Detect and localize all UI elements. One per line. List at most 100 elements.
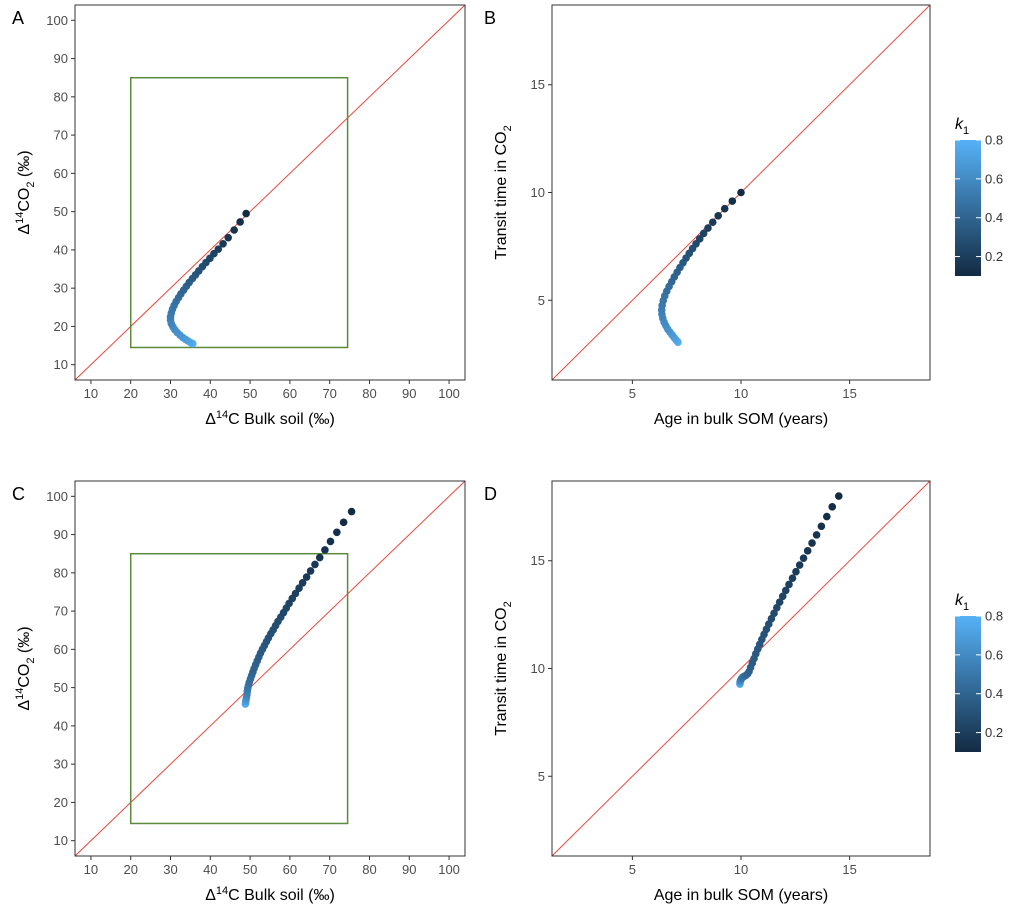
x-axis-title-post: C Bulk soil (‰) (228, 887, 335, 904)
legend-title-sub: 1 (963, 125, 969, 137)
data-point (737, 188, 745, 197)
x-tick-label: 10 (84, 862, 98, 877)
panel-b: B 5 10 15 5 10 15 Age in bulk SOM (years) Transi… (484, 4, 931, 428)
data-point (295, 584, 303, 592)
data-point (695, 235, 704, 243)
colorbar-label: 0.6 (985, 647, 1003, 662)
y-axis-title-sub: 2 (25, 182, 37, 188)
data-point (298, 578, 307, 587)
x-tick-label: 90 (402, 386, 416, 401)
panel-label: D (484, 484, 497, 504)
x-tick-label: 70 (322, 386, 336, 401)
y-tick-label: 20 (54, 795, 68, 810)
y-tick-label: 50 (54, 680, 68, 695)
y-axis-title-sup: 14 (14, 212, 26, 224)
y-axis-title-post: (‰) (16, 626, 33, 657)
data-point (828, 503, 837, 511)
plot-clip (552, 5, 930, 380)
legend-bottom: k1 0.8 0.6 0.4 0.2 (955, 592, 1003, 752)
data-point (728, 197, 737, 205)
y-axis-title-mid: CO (16, 664, 33, 688)
data-point (795, 561, 804, 569)
y-axis-title: Transit time in CO2 (493, 125, 514, 259)
data-point (817, 522, 826, 531)
y-tick-label: 60 (54, 642, 68, 657)
legend-title-k: k (955, 116, 964, 133)
panel-label: A (12, 8, 24, 28)
y-tick-label: 90 (54, 527, 68, 542)
x-tick-label: 40 (203, 386, 217, 401)
y-axis-title: Δ14CO2 (‰) (14, 626, 37, 710)
x-tick-label: 15 (842, 386, 856, 401)
x-tick-label: 30 (163, 862, 177, 877)
reference-box (129, 552, 349, 825)
data-point (773, 603, 781, 612)
x-tick-label: 20 (123, 386, 137, 401)
x-axis-title-pre: Δ (205, 887, 216, 904)
y-axis-title-post: (‰) (16, 150, 33, 181)
y-axis-title-sup: 14 (14, 688, 26, 700)
legend-title: k1 (955, 116, 969, 137)
legend-title-k: k (955, 592, 964, 609)
y-tick-label: 60 (54, 166, 68, 181)
y-tick-label: 80 (54, 565, 68, 580)
colorbar-label: 0.8 (985, 609, 1003, 624)
data-point (219, 239, 227, 248)
x-tick-label: 60 (283, 386, 297, 401)
y-axis-title-mid: CO (16, 188, 33, 212)
x-tick-label: 10 (734, 862, 748, 877)
x-tick-label: 30 (163, 386, 177, 401)
data-point (214, 245, 223, 253)
x-tick-label: 15 (842, 862, 856, 877)
plot-frame (74, 4, 466, 381)
y-axis-title-sub: 2 (25, 658, 37, 664)
data-point (823, 512, 831, 521)
x-tick-label: 5 (629, 862, 636, 877)
y-tick-label: 50 (54, 204, 68, 219)
x-axis-title-pre: Age in bulk SOM (years) (654, 887, 828, 904)
x-tick-label: 10 (734, 386, 748, 401)
data-point (306, 567, 315, 575)
y-tick-label: 5 (538, 769, 545, 784)
colorbar-label: 0.4 (985, 210, 1003, 225)
y-tick-label: 30 (54, 757, 68, 772)
data-point (704, 224, 712, 232)
data-point (708, 218, 717, 227)
y-tick-label: 30 (54, 281, 68, 296)
y-tick-label: 10 (54, 357, 68, 372)
y-tick-label: 15 (531, 553, 545, 568)
identity-line (552, 481, 930, 856)
data-point (792, 567, 800, 576)
y-tick-label: 90 (54, 51, 68, 66)
colorbar (955, 616, 981, 752)
y-axis-title-pre: Transit time in CO (493, 607, 510, 735)
data-point (224, 233, 233, 242)
y-tick-label: 80 (54, 89, 68, 104)
plot-clip (552, 481, 930, 856)
colorbar-label: 0.6 (985, 171, 1003, 186)
x-tick-label: 20 (123, 862, 137, 877)
identity-line (75, 5, 465, 380)
y-axis-title-sub: 2 (502, 601, 514, 607)
y-axis-title-sub: 2 (502, 125, 514, 131)
plot-frame (74, 480, 466, 857)
plot-clip (75, 5, 465, 380)
x-tick-label: 80 (362, 386, 376, 401)
y-tick-label: 15 (531, 77, 545, 92)
data-point (311, 560, 319, 569)
x-axis-title-pre: Δ (205, 411, 216, 428)
data-point (321, 546, 329, 554)
data-point (775, 598, 784, 606)
data-point (788, 574, 797, 582)
y-tick-label: 10 (531, 661, 545, 676)
legend-title: k1 (955, 592, 969, 613)
data-point (302, 573, 311, 581)
colorbar-label: 0.2 (985, 249, 1003, 264)
x-axis-title-sup: 14 (216, 409, 228, 421)
x-tick-label: 5 (629, 386, 636, 401)
y-axis-title: Δ14CO2 (‰) (14, 150, 37, 234)
y-tick-label: 20 (54, 319, 68, 334)
y-tick-label: 70 (54, 604, 68, 619)
x-tick-label: 10 (84, 386, 98, 401)
